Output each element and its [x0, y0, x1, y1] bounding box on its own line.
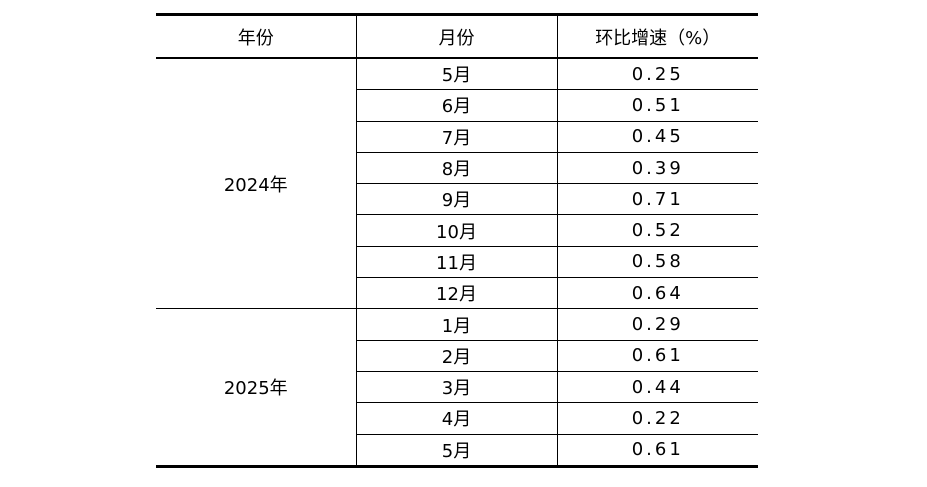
growth-table-container: 年份 月份 环比增速（%） 2024年 5月 0.25 6月 0.51 7月 0… — [156, 13, 758, 468]
table-row: 4月 0.22 — [156, 402, 758, 435]
month-cell: 1月 — [356, 308, 558, 341]
month-cell: 5月 — [356, 434, 558, 468]
year-cell: 2025年 — [156, 308, 357, 468]
header-growth-rate: 环比增速（%） — [557, 13, 758, 59]
table-row: 2月 0.61 — [156, 340, 758, 372]
table-row: 12月 0.64 — [156, 277, 758, 310]
month-cell: 9月 — [356, 183, 558, 216]
month-cell: 12月 — [356, 277, 558, 310]
month-cell: 2月 — [356, 340, 558, 372]
value-cell: 0.29 — [557, 308, 758, 341]
value-cell: 0.71 — [557, 183, 758, 216]
table-row: 2024年 5月 0.25 — [156, 58, 758, 310]
year-cell: 2024年 — [156, 58, 357, 310]
value-cell: 0.39 — [557, 152, 758, 185]
value-cell: 0.51 — [557, 89, 758, 122]
value-cell: 0.44 — [557, 371, 758, 404]
table-row: 11月 0.58 — [156, 246, 758, 279]
value-cell: 0.25 — [557, 58, 758, 91]
month-cell: 8月 — [356, 152, 558, 185]
value-cell: 0.58 — [557, 246, 758, 279]
table-row: 2025年 1月 0.29 — [156, 308, 758, 468]
table-body: 2024年 5月 0.25 6月 0.51 7月 0.45 8月 0.39 9月… — [156, 58, 758, 468]
table-row: 10月 0.52 — [156, 214, 758, 247]
table-row: 5月 0.61 — [156, 434, 758, 468]
month-cell: 7月 — [356, 121, 558, 153]
growth-table: 年份 月份 环比增速（%） 2024年 5月 0.25 6月 0.51 7月 0… — [156, 13, 758, 468]
month-cell: 10月 — [356, 214, 558, 247]
table-row: 3月 0.44 — [156, 371, 758, 404]
header-row: 年份 月份 环比增速（%） — [156, 13, 758, 59]
table-row: 6月 0.51 — [156, 89, 758, 122]
month-cell: 5月 — [356, 58, 558, 91]
month-cell: 11月 — [356, 246, 558, 279]
table-row: 9月 0.71 — [156, 183, 758, 216]
month-cell: 6月 — [356, 89, 558, 122]
table-row: 8月 0.39 — [156, 152, 758, 185]
value-cell: 0.61 — [557, 340, 758, 372]
month-cell: 4月 — [356, 402, 558, 435]
value-cell: 0.61 — [557, 434, 758, 468]
value-cell: 0.64 — [557, 277, 758, 310]
header-year: 年份 — [156, 13, 356, 59]
value-cell: 0.45 — [557, 121, 758, 153]
table-row: 7月 0.45 — [156, 121, 758, 153]
month-cell: 3月 — [356, 371, 558, 404]
value-cell: 0.22 — [557, 402, 758, 435]
value-cell: 0.52 — [557, 214, 758, 247]
table-header: 年份 月份 环比增速（%） — [156, 13, 758, 59]
header-month: 月份 — [355, 13, 558, 59]
